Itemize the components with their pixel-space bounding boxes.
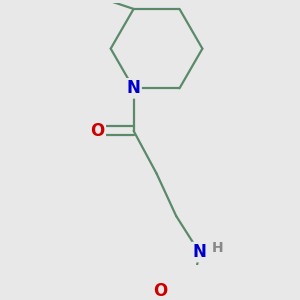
Text: N: N (127, 79, 141, 97)
Text: H: H (211, 241, 223, 255)
Text: N: N (192, 243, 206, 261)
Text: O: O (91, 122, 105, 140)
Text: O: O (153, 282, 167, 300)
